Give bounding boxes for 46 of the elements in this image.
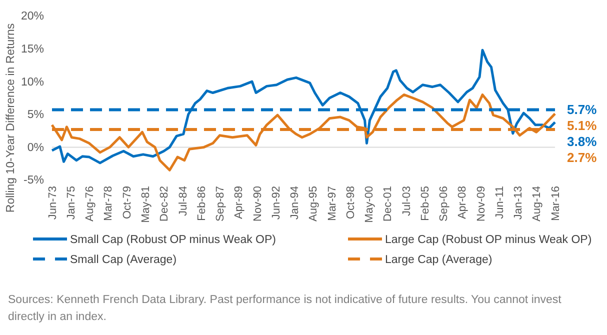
y-tick-label: 15%	[20, 43, 44, 56]
y-axis-title: Rolling 10-Year Difference in Returns	[5, 23, 17, 213]
x-tick-label: Mar-78	[102, 186, 115, 221]
x-tick-label: Apr-08	[456, 186, 469, 220]
x-tick-label: Jul-03	[400, 186, 413, 216]
legend-label: Small Cap (Average)	[70, 254, 177, 266]
x-tick-label: Sep-06	[438, 186, 450, 222]
y-tick-label: 10%	[20, 76, 44, 88]
y-tick-label: 20%	[20, 10, 44, 23]
x-tick-label: Mar-97	[326, 186, 338, 221]
x-tick-label: Oct-79	[121, 186, 134, 220]
x-tick-label: Sep-87	[214, 186, 227, 222]
x-tick-label: Aug-76	[84, 186, 96, 222]
x-tick-label: Jun-73	[46, 186, 59, 220]
y-tick-label: 5%	[27, 109, 44, 122]
annotation: 5.7%	[567, 102, 598, 117]
x-tick-label: Oct-98	[344, 186, 357, 220]
annotation: 5.1%	[567, 118, 598, 133]
x-tick-label: Nov-90	[252, 186, 264, 222]
x-tick-label: Mar-16	[550, 186, 562, 221]
legend-label: Small Cap (Robust OP minus Weak OP)	[70, 234, 276, 246]
x-tick-label: Feb-05	[420, 186, 432, 221]
x-tick-label: Jul-84	[177, 186, 190, 216]
x-tick-label: Jan-13	[512, 186, 525, 220]
source-note: Sources: Kenneth French Data Library. Past performance is not indicative of future results. You cannot invest directly in an index.	[8, 293, 562, 325]
x-tick-label: Feb-86	[196, 186, 208, 221]
x-tick-label: Nov-09	[475, 186, 488, 222]
y-tick-label: -5%	[24, 174, 44, 187]
x-tick-label: May-00	[364, 186, 376, 223]
x-tick-label: Jan-94	[289, 186, 302, 220]
x-tick-label: Apr-89	[233, 186, 246, 220]
legend-label: Large Cap (Robust OP minus Weak OP)	[385, 234, 592, 246]
x-tick-label: Jun-92	[270, 186, 282, 220]
x-tick-label: Aug-14	[531, 186, 544, 222]
x-tick-label: Jun-11	[494, 186, 506, 219]
line-series	[50, 48, 556, 164]
x-tick-label: Dec-82	[158, 186, 171, 222]
annotation: 3.8%	[567, 134, 598, 149]
x-tick-label: Dec-01	[382, 186, 394, 222]
y-tick-label: 0%	[27, 142, 44, 154]
annotation: 2.7%	[567, 150, 598, 165]
x-tick-label: May-81	[140, 186, 152, 223]
x-tick-label: Jan-75	[66, 186, 78, 220]
x-tick-label: Aug-95	[308, 186, 320, 222]
legend-label: Large Cap (Average)	[385, 254, 492, 266]
line-series	[50, 93, 556, 172]
